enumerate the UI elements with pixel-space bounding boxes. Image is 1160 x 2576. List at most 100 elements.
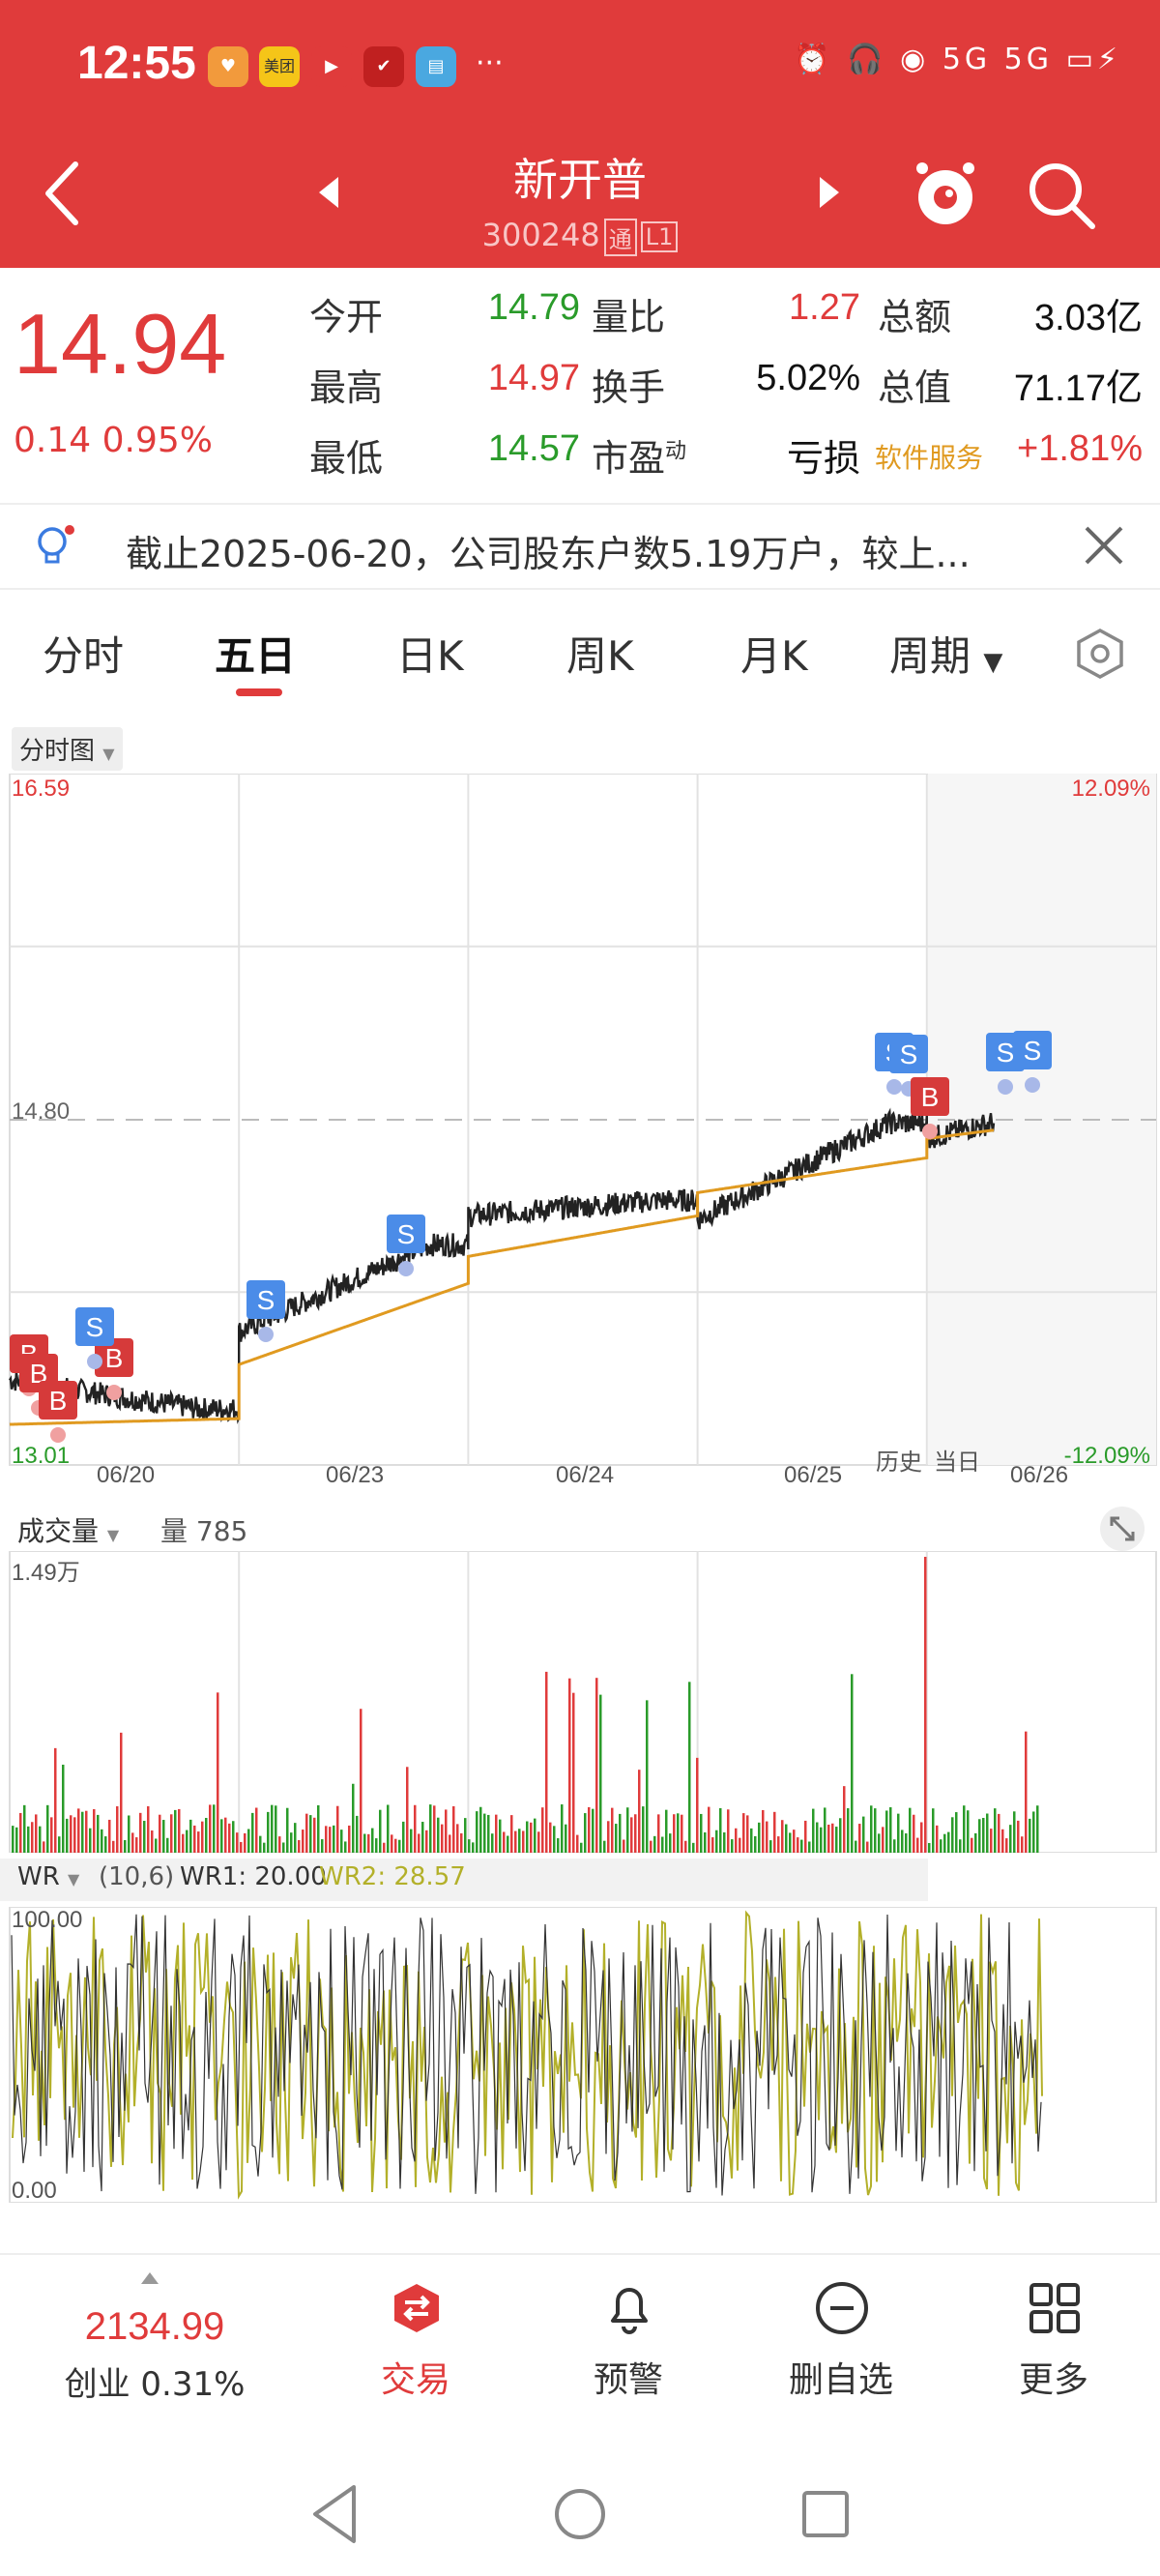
volume-bar bbox=[108, 1819, 111, 1853]
history-label[interactable]: 历史 bbox=[876, 1449, 922, 1476]
volume-bar bbox=[398, 1839, 401, 1853]
system-home-icon[interactable] bbox=[551, 2475, 609, 2553]
volume-bar bbox=[271, 1804, 274, 1853]
volume-bar bbox=[433, 1805, 436, 1853]
mktcap-value: 71.17亿 bbox=[1013, 368, 1143, 409]
volume-bar bbox=[340, 1830, 343, 1853]
nav-remove-label: 删自选 bbox=[788, 2360, 893, 2400]
volume-bar bbox=[217, 1692, 219, 1853]
volume-bar bbox=[824, 1807, 826, 1853]
mascot-icon[interactable] bbox=[909, 155, 982, 232]
volume-bar bbox=[526, 1821, 529, 1853]
wr-title[interactable]: WR ▼ bbox=[17, 1862, 79, 1891]
chart-type-label: 分时图 bbox=[19, 737, 96, 766]
volume-bar bbox=[897, 1813, 900, 1853]
chevron-down-icon: ▼ bbox=[102, 745, 115, 763]
signal-icon: 5G 5G bbox=[942, 43, 1054, 76]
wr-chart[interactable] bbox=[0, 1907, 1160, 2203]
volume-bar bbox=[646, 1700, 649, 1853]
turnover-value: 5.02% bbox=[756, 358, 860, 398]
volume-chart[interactable] bbox=[0, 1551, 1160, 1853]
volume-bar bbox=[746, 1815, 749, 1853]
volume-bar bbox=[1001, 1829, 1004, 1853]
index-value[interactable]: 2134.99 bbox=[84, 2305, 225, 2348]
volume-bar bbox=[73, 1817, 76, 1853]
volume-bar bbox=[12, 1826, 14, 1853]
index-label[interactable]: 创业 0.31% bbox=[64, 2365, 246, 2404]
volume-bar bbox=[982, 1818, 985, 1853]
volume-bar bbox=[58, 1836, 61, 1853]
volume-bar bbox=[290, 1832, 293, 1853]
nav-alert-label: 预警 bbox=[593, 2360, 663, 2400]
prev-stock-icon[interactable] bbox=[319, 177, 338, 208]
tab-monthly-k[interactable]: 月K bbox=[740, 632, 808, 680]
volume-bar bbox=[963, 1805, 966, 1853]
buy-marker[interactable]: B bbox=[39, 1381, 77, 1443]
tag-tong: 通 bbox=[603, 218, 637, 256]
notice-bar[interactable]: 截止2025-06-20，公司股东户数5.19万户，较上... bbox=[0, 503, 1160, 590]
search-icon[interactable] bbox=[1025, 159, 1098, 232]
chevron-down-icon: ▼ bbox=[983, 648, 1003, 677]
volume-bar bbox=[781, 1820, 784, 1853]
volume-bar bbox=[855, 1840, 857, 1853]
close-icon[interactable] bbox=[1083, 524, 1125, 567]
volume-bar bbox=[391, 1834, 393, 1853]
volume-bar bbox=[623, 1839, 625, 1853]
back-icon[interactable] bbox=[39, 155, 93, 232]
settings-hex-icon[interactable] bbox=[1073, 627, 1127, 681]
system-back-icon[interactable] bbox=[307, 2475, 360, 2553]
volume-title[interactable]: 成交量 ▼ bbox=[17, 1510, 119, 1549]
volume-bar bbox=[653, 1835, 656, 1853]
volume-bar bbox=[120, 1732, 123, 1853]
volume-bar bbox=[452, 1805, 455, 1853]
volume-bar bbox=[449, 1834, 451, 1853]
volume-bar bbox=[885, 1810, 888, 1853]
volume-bar bbox=[441, 1824, 444, 1853]
volume-bar bbox=[835, 1827, 838, 1853]
buy-marker[interactable]: B bbox=[95, 1338, 133, 1400]
sector-name[interactable]: 软件服务 bbox=[875, 442, 984, 474]
y-mid-label: 14.80 bbox=[12, 1098, 71, 1125]
expand-icon[interactable] bbox=[1098, 1505, 1146, 1553]
volume-bar bbox=[371, 1828, 374, 1853]
volume-bar bbox=[155, 1838, 158, 1853]
buy-marker[interactable]: B bbox=[911, 1077, 949, 1139]
volume-bar bbox=[990, 1829, 993, 1853]
volume-bar bbox=[820, 1827, 823, 1853]
price-chart[interactable]: BBBBSSSSSBSS bbox=[0, 774, 1160, 1470]
volume-bar bbox=[797, 1837, 799, 1853]
volume-bar bbox=[696, 1757, 699, 1853]
status-overflow: ··· bbox=[476, 46, 504, 80]
heart-app-icon: ♥ bbox=[208, 46, 248, 87]
tab-period[interactable]: 周期 ▼ bbox=[889, 624, 1002, 683]
tab-daily-k[interactable]: 日K bbox=[396, 632, 464, 680]
wifi-icon: ◉ bbox=[900, 43, 930, 76]
bottom-nav: 2134.99 创业 0.31% 交易 预警 删自选 更多 bbox=[0, 2253, 1160, 2429]
volume-bar bbox=[1013, 1811, 1016, 1853]
volume-bar bbox=[425, 1830, 428, 1853]
sell-marker[interactable]: S bbox=[246, 1280, 285, 1342]
volume-bar bbox=[677, 1813, 680, 1853]
bulb-icon bbox=[38, 525, 74, 564]
today-label[interactable]: 当日 bbox=[934, 1449, 980, 1476]
volume-bar bbox=[309, 1815, 312, 1853]
system-recents-icon[interactable] bbox=[798, 2475, 853, 2553]
next-stock-icon[interactable] bbox=[820, 177, 839, 208]
sell-marker[interactable]: S bbox=[1013, 1031, 1052, 1093]
volume-bar bbox=[723, 1831, 726, 1853]
sell-marker[interactable]: S bbox=[75, 1307, 114, 1369]
chart-type-select[interactable]: 分时图 ▼ bbox=[12, 727, 123, 771]
tab-intraday[interactable]: 分时 bbox=[43, 632, 125, 680]
volume-bar bbox=[282, 1842, 285, 1853]
volume-bar bbox=[101, 1829, 103, 1853]
volume-bar bbox=[77, 1808, 80, 1853]
tab-weekly-k[interactable]: 周K bbox=[566, 632, 634, 680]
volume-bar bbox=[889, 1806, 892, 1853]
volume-bar bbox=[650, 1840, 652, 1853]
sell-marker[interactable]: S bbox=[387, 1215, 425, 1276]
volume-bar bbox=[302, 1830, 304, 1853]
expand-up-icon[interactable] bbox=[141, 2272, 159, 2284]
tab-five-day[interactable]: 五日 bbox=[215, 632, 297, 680]
volume-bar bbox=[1009, 1825, 1012, 1853]
stock-code: 300248 通 L1 bbox=[0, 217, 1160, 256]
